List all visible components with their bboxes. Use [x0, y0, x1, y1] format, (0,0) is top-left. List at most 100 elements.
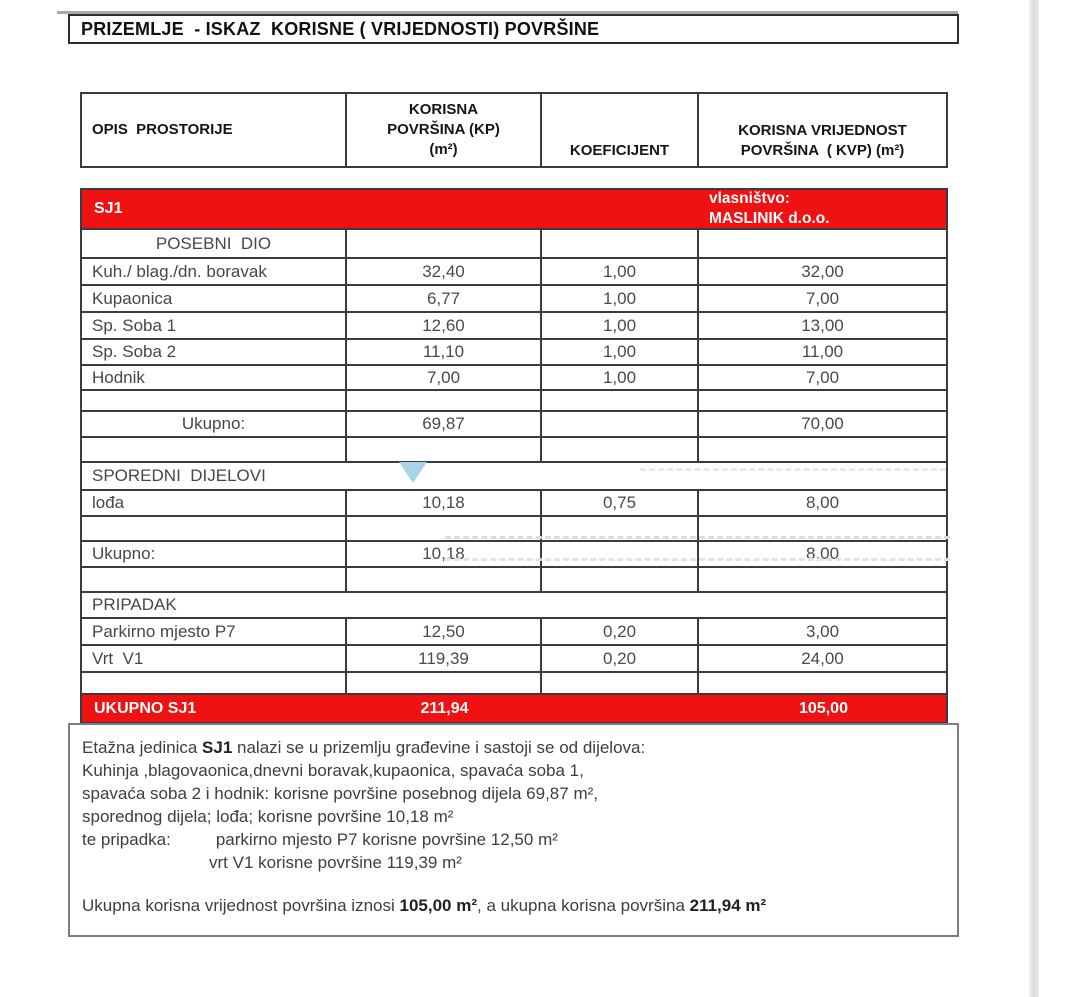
room-name-cell: Kuh./ blag./dn. boravak	[80, 257, 347, 286]
section-label: PRIPADAK	[80, 591, 948, 619]
footer-text: te pripadka:	[82, 830, 171, 849]
empty-cell	[345, 389, 542, 412]
table-row: Sp. Soba 2 11,10 1,00 11,00	[80, 338, 948, 366]
kp-cell: 11,10	[345, 338, 542, 366]
room-name-cell: Hodnik	[80, 364, 347, 391]
watermark-dash	[445, 558, 950, 561]
kvp-cell: 8,00	[697, 489, 948, 517]
kp-cell: 69,87	[345, 410, 542, 438]
empty-cell	[540, 389, 699, 412]
empty-cell	[345, 671, 542, 695]
kvp-cell: 32,00	[697, 257, 948, 286]
kvp-cell: 13,00	[697, 311, 948, 340]
kp-cell: 32,40	[345, 257, 542, 286]
col-header-opis: OPIS PROSTORIJE	[80, 92, 347, 168]
empty-cell	[345, 436, 542, 463]
empty-cell	[80, 515, 347, 542]
header-row: OPIS PROSTORIJE KORISNA POVRŠINA (KP) (m…	[80, 92, 948, 168]
header-table: OPIS PROSTORIJE KORISNA POVRŠINA (KP) (m…	[80, 92, 948, 168]
spacer-row	[80, 566, 948, 593]
page-edge-stripe	[1029, 0, 1039, 997]
col-header-kvp-line1: KORISNA VRIJEDNOST	[738, 122, 907, 139]
watermark-dash	[445, 536, 950, 539]
owner-block: vlasništvo: MASLINIK d.o.o.	[709, 190, 830, 227]
room-name-cell: Kupaonica	[80, 284, 347, 313]
unit-band-row: SJ1 vlasništvo: MASLINIK d.o.o.	[80, 188, 948, 230]
footer-total-kvp: 105,00 m²	[399, 896, 478, 915]
table-row: lođa 10,18 0,75 8,00	[80, 489, 948, 517]
footer-text: Etažna jedinica	[82, 738, 203, 757]
grand-total-row: UKUPNO SJ1 211,94 105,00	[80, 693, 948, 724]
koef-cell: 0,20	[540, 644, 699, 673]
col-header-koeficijent: KOEFICIJENT	[540, 92, 699, 168]
spacer-row	[80, 671, 948, 695]
grand-total-kp: 211,94	[420, 699, 469, 717]
col-header-kp-line1: KORISNA	[408, 101, 479, 118]
empty-cell	[540, 410, 699, 438]
col-header-kvp-line2: POVRŠINA ( KVP) (m²)	[740, 142, 905, 159]
kp-cell: 7,00	[345, 364, 542, 391]
empty-cell	[697, 671, 948, 695]
col-header-kvp: KORISNA VRIJEDNOST POVRŠINA ( KVP) (m²)	[697, 92, 948, 168]
footer-line-4: sporednog dijela; lođa; korisne površine…	[82, 807, 454, 826]
empty-cell	[345, 566, 542, 593]
empty-cell	[345, 228, 542, 259]
kvp-cell: 24,00	[697, 644, 948, 673]
room-name-cell: Sp. Soba 1	[80, 311, 347, 340]
koef-cell: 1,00	[540, 311, 699, 340]
kp-cell: 10,18	[345, 489, 542, 517]
section-row-sporedni: SPOREDNI DIJELOVI	[80, 461, 948, 491]
footer-line-5: te pripadka: parkirno mjesto P7 korisne p…	[82, 828, 943, 851]
kvp-cell: 3,00	[697, 617, 948, 646]
table-row: Sp. Soba 1 12,60 1,00 13,00	[80, 311, 948, 340]
unit-label: SJ1	[94, 200, 123, 217]
footer-total-kp: 211,94 m²	[689, 896, 767, 915]
page-title: PRIZEMLJE - ISKAZ KORISNE ( VRIJEDNOSTI)…	[81, 18, 600, 39]
koef-cell: 0,20	[540, 617, 699, 646]
subtotal-label: Ukupno:	[80, 540, 347, 568]
empty-cell	[697, 566, 948, 593]
empty-cell	[697, 436, 948, 463]
grand-total-kvp: 105,00	[799, 699, 848, 717]
koef-cell: 1,00	[540, 364, 699, 391]
table-row: Kupaonica 6,77 1,00 7,00	[80, 284, 948, 313]
koef-cell: 0,75	[540, 489, 699, 517]
watermark-triangle-icon	[399, 462, 427, 483]
footer-line-2: Kuhinja ,blagovaonica,dnevni boravak,kup…	[82, 761, 584, 780]
kp-cell: 119,39	[345, 644, 542, 673]
col-header-kp: KORISNA POVRŠINA (KP) (m²)	[345, 92, 542, 168]
room-name-cell: lođa	[80, 489, 347, 517]
section-label: POSEBNI DIO	[80, 228, 347, 259]
owner-name: MASLINIK d.o.o.	[709, 210, 830, 227]
empty-cell	[540, 566, 699, 593]
footer-unit-ref: SJ1	[202, 738, 233, 757]
empty-cell	[540, 436, 699, 463]
table-row: Kuh./ blag./dn. boravak 32,40 1,00 32,00	[80, 257, 948, 286]
koef-cell: 1,00	[540, 338, 699, 366]
table-row: Parkirno mjesto P7 12,50 0,20 3,00	[80, 617, 948, 646]
kp-cell: 12,50	[345, 617, 542, 646]
subtotal-row-posebni: Ukupno: 69,87 70,00	[80, 410, 948, 438]
grand-total-cell: UKUPNO SJ1 211,94 105,00	[80, 693, 948, 724]
empty-cell	[80, 566, 347, 593]
footer-text: , a ukupna korisna površina	[477, 896, 690, 915]
kp-cell: 12,60	[345, 311, 542, 340]
kvp-cell: 11,00	[697, 338, 948, 366]
footer-line-6: vrt V1 korisne površine 119,39 m²	[209, 853, 462, 872]
empty-cell	[697, 389, 948, 412]
section-label: SPOREDNI DIJELOVI	[80, 461, 948, 491]
room-name-cell: Sp. Soba 2	[80, 338, 347, 366]
owner-label: vlasništvo:	[709, 190, 790, 207]
empty-cell	[80, 436, 347, 463]
empty-cell	[80, 671, 347, 695]
footer-line-3: spavaća soba 2 i hodnik: korisne površin…	[82, 784, 598, 803]
kvp-cell: 70,00	[697, 410, 948, 438]
footer-line-1: Etažna jedinica SJ1 nalazi se u prizemlj…	[82, 736, 943, 759]
footer-text: parkirno mjesto P7 korisne površine 12,5…	[215, 830, 558, 849]
kp-cell: 10,18	[345, 540, 542, 568]
section-row-posebni: POSEBNI DIO	[80, 228, 948, 259]
subtotal-row-sporedni: Ukupno: 10,18 8,00	[80, 540, 948, 568]
kvp-cell: 7,00	[697, 284, 948, 313]
spacer-row	[80, 389, 948, 412]
section-row-pripadak: PRIPADAK	[80, 591, 948, 619]
